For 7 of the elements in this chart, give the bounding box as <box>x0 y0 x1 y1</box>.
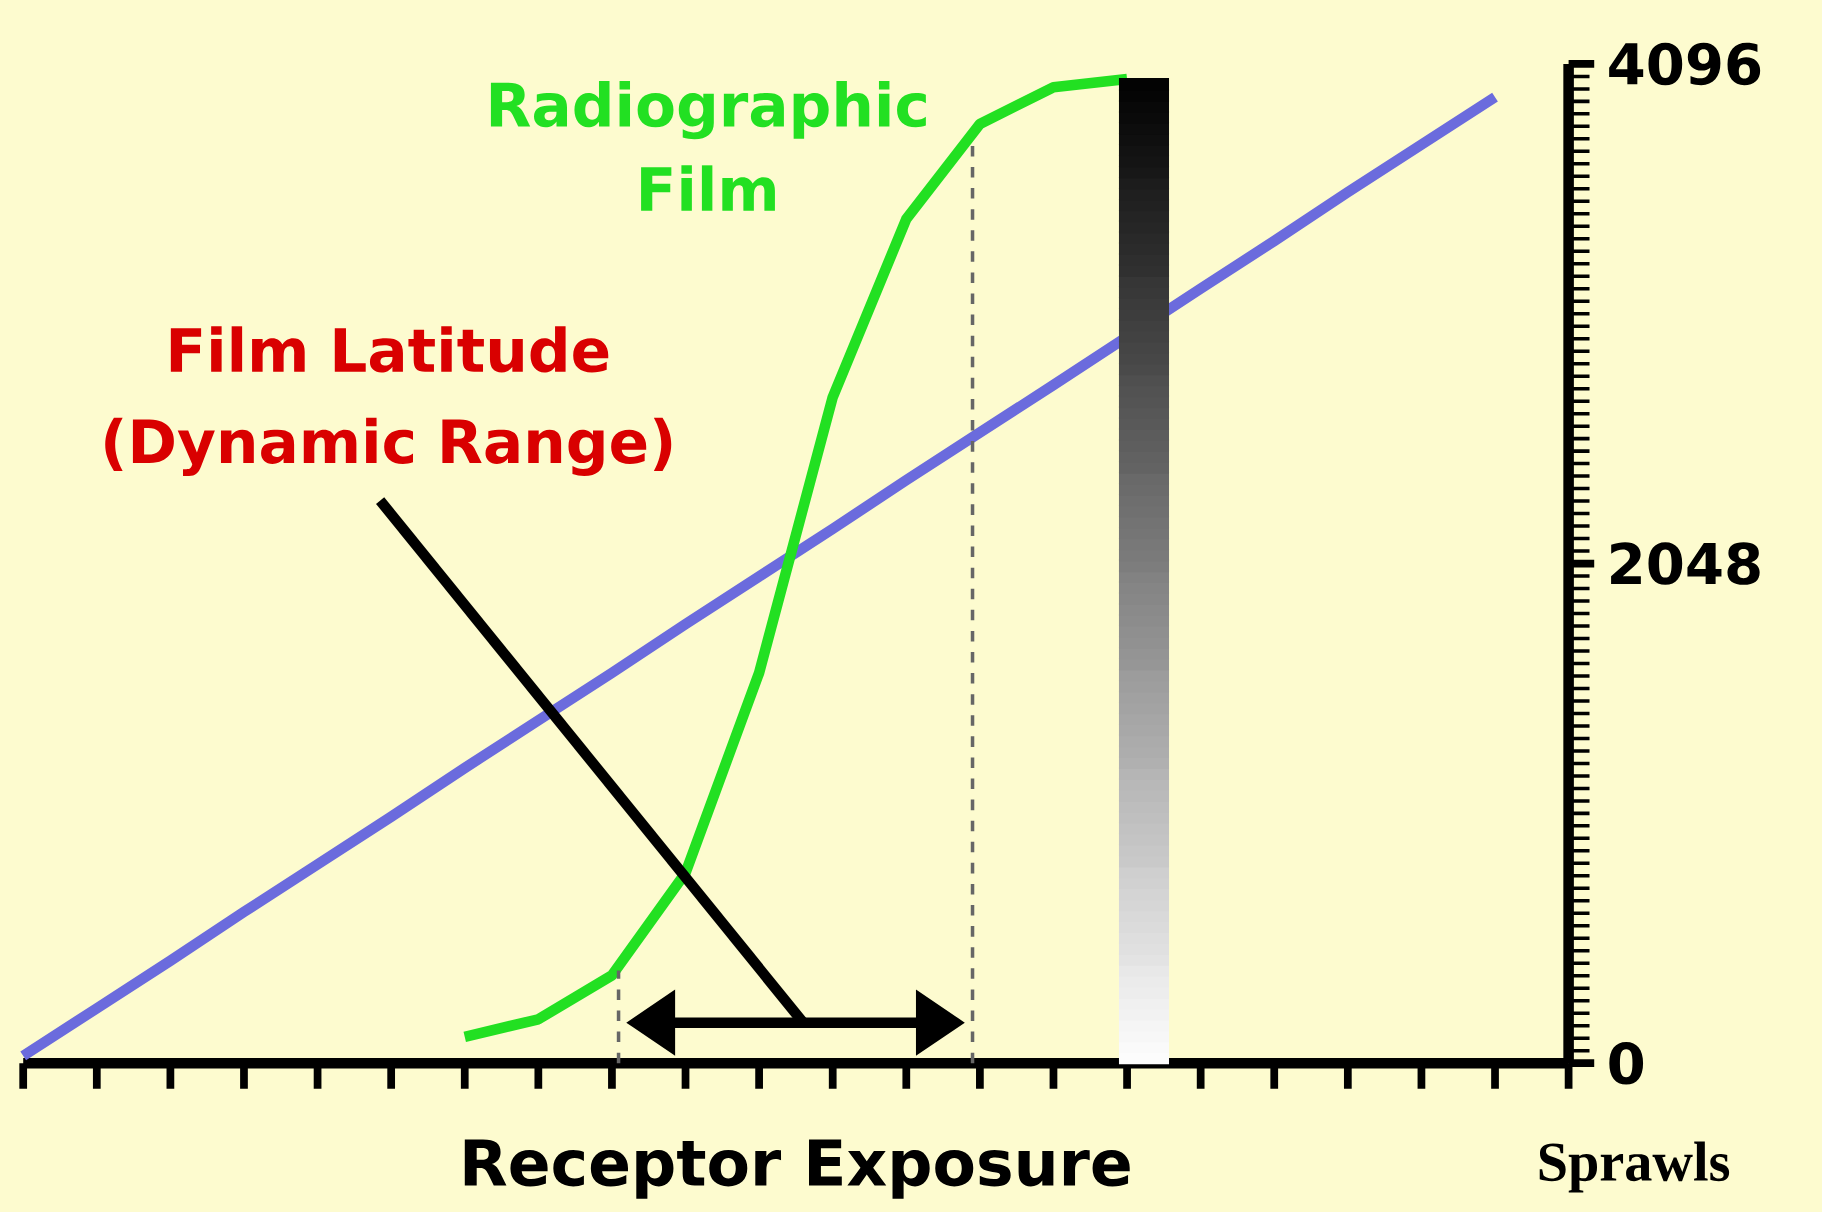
y-tick-label: 4096 <box>1609 42 1761 86</box>
y-tick-label: 2048 <box>1611 542 1760 585</box>
series-label: Radiographic Film <box>490 81 926 211</box>
x-axis-title: Receptor Exposure <box>464 1139 1130 1199</box>
y-tick-label: 0 <box>1609 1041 1644 1085</box>
text: Sprawls <box>1539 1141 1730 1193</box>
annotation: Film Latitude (Dynamic Range) <box>105 326 672 477</box>
